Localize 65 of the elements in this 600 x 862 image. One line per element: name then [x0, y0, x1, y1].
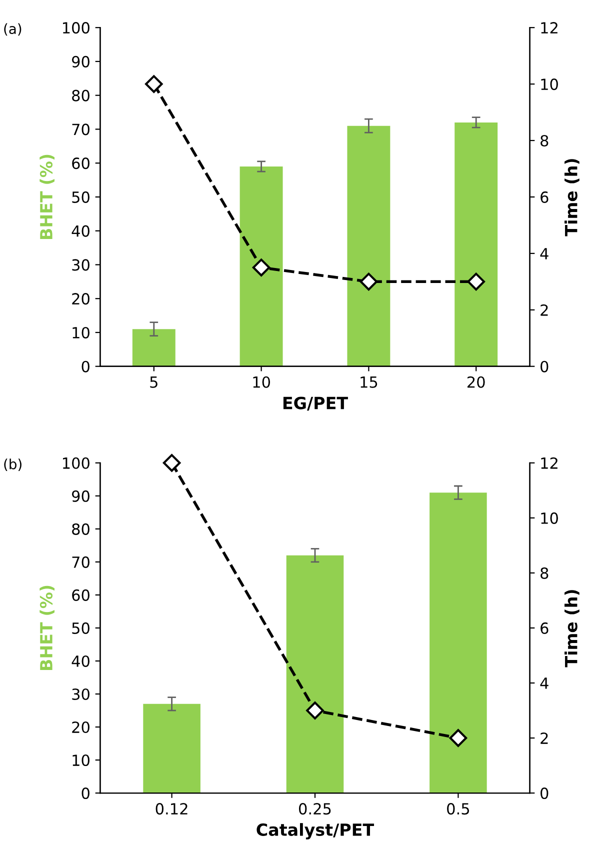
text: (b) [4, 458, 22, 471]
point [145, 75, 163, 93]
x-tick-label: 10 [253, 376, 270, 388]
point [449, 729, 468, 747]
y-tick-label: 70 [72, 556, 90, 568]
y-tick-label: 30 [72, 259, 90, 271]
x-tick-label: 20 [468, 376, 485, 388]
point [162, 454, 181, 472]
y2-tick-label: 8 [540, 567, 548, 579]
y-tick-label: 40 [72, 225, 90, 237]
x-tick-label: 0.5 [447, 803, 470, 815]
bar [240, 166, 283, 366]
y-tick-label: 10 [72, 754, 90, 766]
y2-axis-title: Time (h) [564, 159, 580, 236]
y2-tick-label: 10 [541, 512, 558, 524]
x-tick-label: 0.25 [299, 803, 331, 815]
y-tick-label: 50 [72, 622, 90, 634]
y2-tick-label: 0 [540, 788, 548, 800]
x-tick-label: 5 [150, 376, 158, 388]
y-tick-label: 10 [72, 326, 90, 338]
y2-tick-label: 6 [540, 622, 548, 634]
y-axis-title: BHET (%) [40, 586, 54, 670]
y-tick-label: 50 [72, 191, 90, 203]
bar [143, 704, 200, 794]
bar [430, 492, 487, 794]
y-tick-label: 100 [62, 22, 90, 34]
y2-tick-label: 2 [540, 304, 548, 316]
y2-tick-label: 10 [541, 78, 558, 90]
y2-tick-label: 12 [541, 22, 558, 34]
x-axis-title: EG/PET [283, 396, 348, 411]
point [252, 258, 270, 276]
y2-tick-label: 4 [540, 678, 548, 689]
y-tick-label: 80 [72, 523, 90, 535]
x-tick-label: 15 [360, 376, 378, 388]
y-tick-label: 30 [72, 688, 90, 700]
y2-tick-label: 0 [540, 360, 548, 372]
y-tick-label: 90 [72, 490, 90, 502]
point [306, 702, 324, 720]
x-tick-label: 0.12 [156, 803, 188, 815]
y-tick-label: 0 [82, 788, 90, 800]
y2-tick-label: 2 [540, 732, 548, 744]
y-tick-label: 60 [72, 589, 90, 601]
point [467, 272, 485, 291]
bar [347, 126, 390, 366]
y2-tick-label: 6 [540, 191, 548, 203]
y2-axis-title: Time (h) [564, 590, 580, 668]
y-tick-label: 90 [72, 56, 90, 68]
y-tick-label: 20 [72, 293, 90, 305]
y-tick-label: 100 [62, 457, 90, 469]
y-tick-label: 60 [72, 158, 90, 170]
y-tick-label: 0 [82, 360, 90, 372]
text: (a) [4, 23, 22, 36]
y2-tick-label: 8 [540, 134, 548, 147]
point [360, 272, 378, 291]
y-tick-label: 70 [72, 124, 90, 136]
y-axis-title: BHET (%) [40, 154, 54, 240]
y2-tick-label: 12 [541, 457, 558, 469]
bar [454, 122, 498, 366]
y2-tick-label: 4 [540, 248, 548, 260]
bar [286, 555, 344, 794]
bar [132, 329, 176, 366]
y-tick-label: 20 [72, 721, 90, 734]
y-tick-label: 40 [72, 655, 90, 668]
y-tick-label: 80 [72, 90, 90, 102]
x-axis-title: Catalyst/PET [256, 823, 374, 840]
